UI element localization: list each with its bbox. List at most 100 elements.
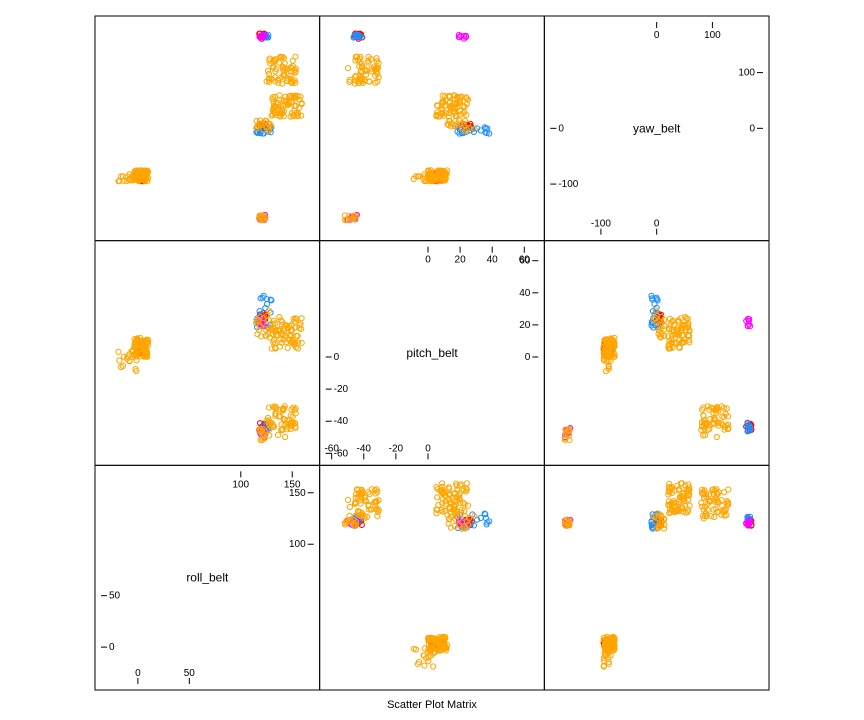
point-B bbox=[263, 296, 271, 303]
point-D bbox=[465, 120, 472, 127]
tick-label: 0 bbox=[654, 219, 660, 230]
point-D bbox=[465, 521, 472, 529]
point-D bbox=[561, 435, 568, 442]
point-D bbox=[279, 318, 286, 325]
tick-label: 0 bbox=[334, 352, 340, 363]
point-D bbox=[430, 663, 437, 670]
point-D bbox=[287, 78, 294, 85]
point-D bbox=[423, 178, 430, 185]
point-D bbox=[454, 494, 461, 501]
point-D bbox=[356, 79, 363, 87]
tick-label: 60 bbox=[519, 256, 531, 267]
point-D bbox=[284, 423, 291, 430]
point-D bbox=[675, 331, 683, 338]
point-C bbox=[463, 33, 470, 41]
point-D bbox=[439, 483, 446, 490]
point-B bbox=[482, 125, 489, 132]
point-D bbox=[678, 494, 685, 501]
point-D bbox=[463, 488, 470, 495]
tick-label: 40 bbox=[487, 255, 499, 266]
point-D bbox=[562, 427, 569, 434]
panel-1-2 bbox=[543, 240, 770, 466]
point-D bbox=[374, 488, 381, 495]
point-D bbox=[439, 500, 446, 507]
point-D bbox=[287, 92, 294, 99]
tick-label: -20 bbox=[334, 384, 349, 395]
point-D bbox=[679, 322, 686, 329]
point-D bbox=[713, 490, 720, 497]
point-D bbox=[463, 100, 470, 108]
point-D bbox=[654, 312, 661, 320]
point-D bbox=[446, 117, 453, 124]
point-D bbox=[269, 96, 276, 103]
point-D bbox=[373, 58, 380, 65]
point-D bbox=[366, 491, 373, 498]
point-D bbox=[265, 404, 272, 411]
point-D bbox=[372, 65, 379, 72]
point-D bbox=[279, 53, 286, 61]
point-layer bbox=[115, 30, 755, 670]
point-D bbox=[256, 216, 263, 223]
point-D bbox=[287, 113, 294, 120]
point-D bbox=[288, 79, 295, 87]
point-D bbox=[288, 99, 295, 106]
point-D bbox=[294, 113, 301, 120]
point-D bbox=[658, 313, 665, 320]
point-D bbox=[292, 92, 299, 99]
tick-label: 0 bbox=[749, 123, 755, 134]
point-D bbox=[678, 480, 685, 487]
tick-label: -100 bbox=[558, 179, 578, 190]
point-D bbox=[439, 480, 446, 487]
point-D bbox=[672, 339, 680, 346]
point-D bbox=[346, 503, 353, 511]
point-D bbox=[706, 497, 713, 504]
point-D bbox=[652, 307, 660, 314]
point-D bbox=[725, 486, 732, 493]
point-D bbox=[123, 178, 131, 185]
point-D bbox=[658, 319, 665, 327]
tick-label: 0 bbox=[425, 443, 431, 454]
tick-label: 50 bbox=[109, 591, 121, 602]
point-D bbox=[457, 509, 465, 516]
point-D bbox=[463, 111, 470, 119]
point-D bbox=[373, 505, 380, 512]
point-B bbox=[745, 427, 752, 434]
point-D bbox=[298, 325, 305, 332]
point-D bbox=[298, 315, 305, 322]
point-D bbox=[133, 167, 140, 174]
point-D bbox=[292, 65, 299, 72]
point-D bbox=[434, 645, 441, 652]
point-D bbox=[661, 332, 668, 339]
tick-label: 100 bbox=[704, 30, 721, 41]
point-D bbox=[438, 643, 445, 650]
point-D bbox=[724, 499, 732, 506]
point-D bbox=[280, 55, 287, 62]
tick-label: -100 bbox=[591, 219, 611, 230]
point-D bbox=[280, 66, 287, 73]
point-D bbox=[600, 340, 608, 347]
point-D bbox=[292, 53, 299, 60]
point-D bbox=[453, 480, 460, 487]
point-D bbox=[446, 109, 453, 117]
point-D bbox=[361, 512, 368, 520]
point-D bbox=[679, 508, 686, 515]
tick-label: 0 bbox=[135, 668, 141, 679]
point-D bbox=[265, 70, 272, 78]
point-D bbox=[724, 426, 732, 433]
point-D bbox=[276, 96, 283, 103]
point-D bbox=[133, 368, 140, 375]
point-D bbox=[721, 426, 728, 433]
point-D bbox=[698, 499, 705, 506]
point-D bbox=[439, 486, 446, 493]
point-D bbox=[699, 422, 706, 429]
point-D bbox=[665, 498, 672, 505]
point-D bbox=[128, 348, 135, 355]
point-D bbox=[266, 421, 273, 428]
point-D bbox=[288, 422, 295, 429]
point-D bbox=[343, 519, 350, 526]
point-D bbox=[471, 513, 478, 520]
point-D bbox=[668, 336, 675, 343]
point-B bbox=[482, 129, 489, 136]
